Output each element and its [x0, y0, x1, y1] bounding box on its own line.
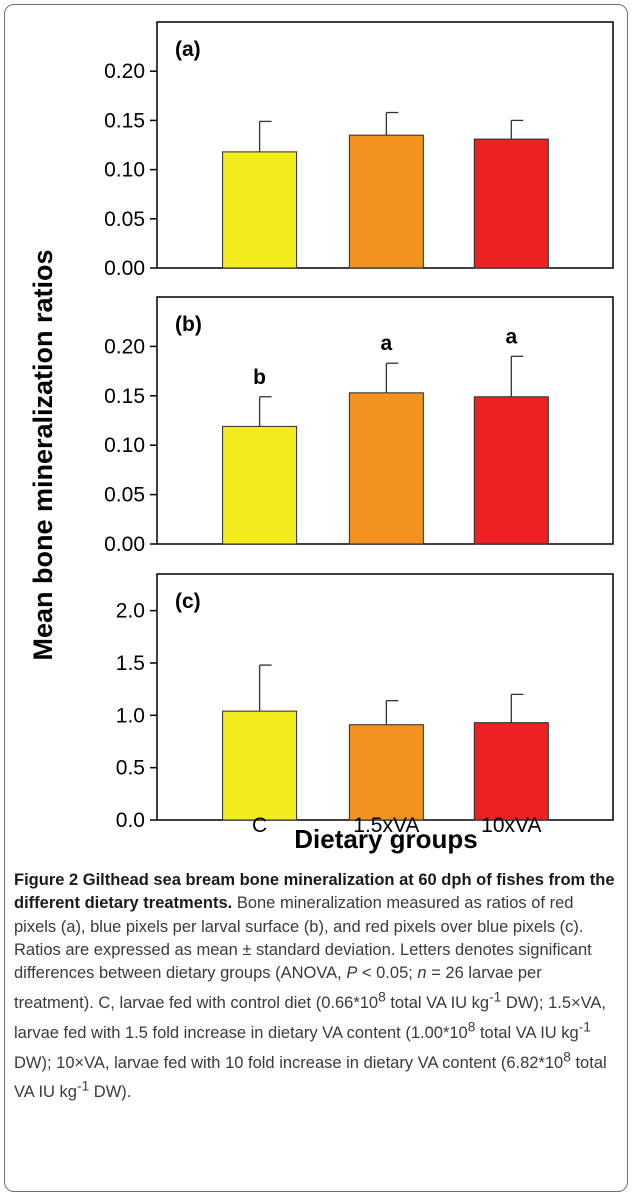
y-tick-label: 0.15: [104, 385, 145, 408]
panel-label: (a): [175, 38, 201, 61]
figure-chart: Mean bone mineralization ratios Dietary …: [28, 21, 614, 854]
y-tick-label: 0.20: [104, 335, 145, 358]
panel-label: (b): [175, 313, 202, 336]
bar: [348, 724, 424, 821]
x-tick-label: C: [252, 814, 267, 837]
y-tick-label: 0.00: [104, 257, 145, 280]
bar: [222, 425, 298, 545]
caption-title: Figure 2 Gilthead sea bream bone mineral…: [14, 871, 615, 913]
bar: [473, 396, 549, 545]
x-tick-label: 10xVA: [481, 814, 541, 837]
bar: [473, 722, 549, 821]
significance-letter: a: [505, 325, 517, 348]
figure-caption: Figure 2 Gilthead sea bream bone mineral…: [14, 871, 615, 1102]
y-tick-label: 0.20: [104, 60, 145, 83]
x-axis-label: Dietary groups: [294, 824, 478, 854]
y-tick-label: 1.5: [116, 652, 145, 675]
significance-letter: a: [381, 332, 393, 355]
y-tick-label: 0.05: [104, 208, 145, 231]
bar: [348, 134, 424, 269]
y-tick-label: 2.0: [116, 600, 145, 623]
bar: [473, 138, 549, 269]
y-axis-label: Mean bone mineralization ratios: [28, 249, 58, 660]
bar: [348, 392, 424, 545]
bar: [222, 151, 298, 269]
panel-label: (c): [175, 590, 201, 613]
y-tick-label: 0.10: [104, 159, 145, 182]
y-tick-label: 0.05: [104, 484, 145, 507]
y-tick-label: 0.00: [104, 533, 145, 556]
y-tick-label: 1.0: [116, 704, 145, 727]
y-tick-label: 0.0: [116, 809, 145, 832]
significance-letter: b: [253, 366, 266, 389]
caption-body: Bone mineralization measured as ratios o…: [14, 894, 607, 1102]
y-tick-label: 0.15: [104, 109, 145, 132]
y-tick-label: 0.10: [104, 434, 145, 457]
y-tick-label: 0.5: [116, 757, 145, 780]
bar: [222, 710, 298, 821]
x-tick-label: 1.5xVA: [353, 814, 419, 837]
